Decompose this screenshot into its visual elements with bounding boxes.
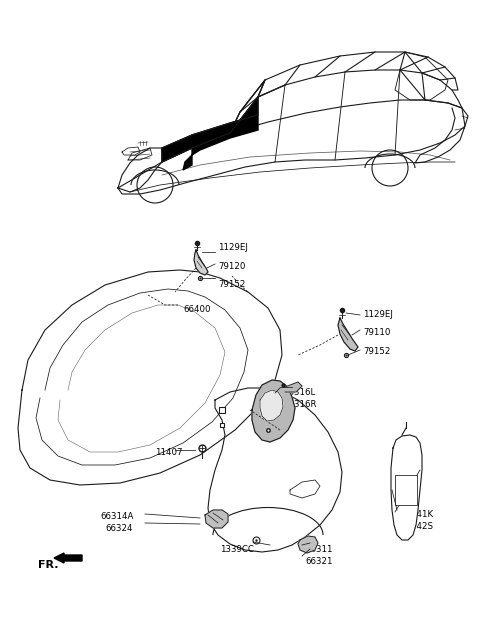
Polygon shape [391,435,422,540]
Text: 66400: 66400 [183,305,211,314]
Text: 66324: 66324 [105,524,132,533]
Text: 1129EJ: 1129EJ [363,310,393,319]
Polygon shape [285,382,302,392]
Polygon shape [298,536,318,553]
Polygon shape [208,388,342,552]
Polygon shape [194,250,208,275]
Polygon shape [260,390,283,421]
Text: 66316R: 66316R [283,400,316,409]
Polygon shape [290,480,320,498]
Text: 79152: 79152 [218,280,245,289]
Polygon shape [338,318,358,351]
Text: 79152: 79152 [363,347,390,356]
Polygon shape [162,97,258,162]
Text: 1339CC: 1339CC [220,545,254,554]
Text: 1129EJ: 1129EJ [218,243,248,252]
Bar [395,475,417,505]
Text: 84142S: 84142S [400,522,433,531]
Text: 66311: 66311 [305,545,333,554]
Text: 66314A: 66314A [100,512,133,521]
Text: 79120: 79120 [218,262,245,271]
Text: 79110: 79110 [363,328,390,337]
Text: 11407: 11407 [155,448,182,457]
Polygon shape [230,80,265,133]
Polygon shape [205,510,228,528]
Text: 84141K: 84141K [400,510,433,519]
FancyArrow shape [54,553,82,563]
Text: FR.: FR. [38,560,59,570]
Polygon shape [252,380,295,442]
Polygon shape [18,270,282,485]
Polygon shape [183,115,258,170]
Text: 66321: 66321 [305,557,333,566]
Text: 66316L: 66316L [283,388,315,397]
